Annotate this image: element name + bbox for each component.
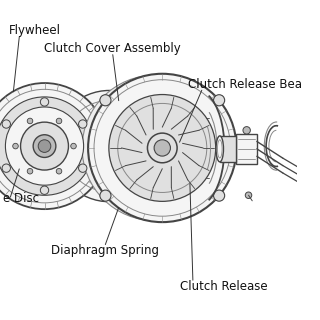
Circle shape	[27, 168, 33, 174]
Circle shape	[38, 140, 51, 152]
Circle shape	[79, 120, 87, 128]
Circle shape	[100, 136, 119, 156]
Text: Flywheel: Flywheel	[9, 24, 61, 37]
Circle shape	[71, 143, 76, 149]
Ellipse shape	[216, 136, 223, 162]
Circle shape	[20, 122, 68, 170]
Polygon shape	[126, 164, 136, 172]
Circle shape	[82, 75, 228, 221]
Circle shape	[0, 97, 94, 195]
Circle shape	[40, 98, 49, 106]
Circle shape	[5, 107, 84, 185]
Circle shape	[109, 94, 216, 201]
Text: Clutch Release Bea: Clutch Release Bea	[188, 78, 302, 91]
Circle shape	[56, 168, 62, 174]
Polygon shape	[236, 134, 257, 164]
Circle shape	[90, 127, 129, 165]
Text: e Disc: e Disc	[3, 192, 39, 205]
Circle shape	[100, 190, 111, 201]
Circle shape	[245, 192, 252, 198]
Circle shape	[213, 95, 225, 106]
Circle shape	[2, 164, 11, 172]
Circle shape	[13, 143, 18, 149]
Circle shape	[54, 91, 165, 202]
Circle shape	[100, 95, 111, 106]
Circle shape	[40, 186, 49, 195]
Circle shape	[243, 127, 250, 134]
Text: Diaphragm Spring: Diaphragm Spring	[51, 244, 159, 257]
Circle shape	[27, 118, 33, 124]
Text: Clutch Release: Clutch Release	[180, 280, 267, 292]
Circle shape	[213, 190, 225, 201]
Circle shape	[56, 118, 62, 124]
Circle shape	[0, 83, 108, 209]
Polygon shape	[83, 164, 92, 172]
Circle shape	[154, 140, 171, 156]
Polygon shape	[83, 121, 92, 128]
Circle shape	[79, 164, 87, 172]
Text: Clutch Cover Assembly: Clutch Cover Assembly	[44, 42, 181, 55]
Circle shape	[148, 133, 177, 163]
Circle shape	[2, 120, 11, 128]
Circle shape	[33, 135, 56, 157]
Polygon shape	[126, 121, 136, 128]
Polygon shape	[220, 136, 236, 162]
Circle shape	[88, 74, 236, 222]
